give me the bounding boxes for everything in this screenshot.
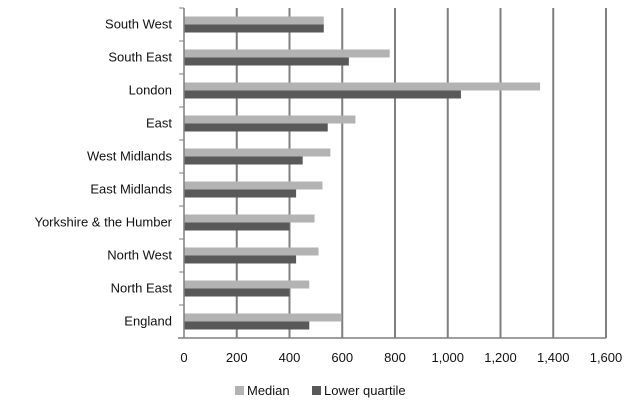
bar-lower-quartile — [184, 222, 290, 231]
category-label: South East — [108, 50, 172, 65]
bars — [184, 16, 541, 330]
category-label: North East — [111, 281, 173, 296]
category-label: South West — [105, 17, 172, 32]
bar-lower-quartile — [184, 189, 297, 198]
bar-median — [184, 49, 390, 58]
tick-labels: 0 200 400 600 800 1,000 1,200 1,400 1,600 — [180, 350, 622, 365]
legend: Median Lower quartile — [235, 383, 406, 398]
bar-lower-quartile — [184, 156, 303, 165]
bar-median — [184, 16, 324, 25]
legend-label: Lower quartile — [324, 383, 406, 398]
x-tick-label: 200 — [226, 350, 248, 365]
category-label: Yorkshire & the Humber — [34, 215, 172, 230]
bar-lower-quartile — [184, 24, 324, 33]
bar-median — [184, 82, 541, 91]
x-tick-label: 600 — [331, 350, 353, 365]
bar-median — [184, 313, 341, 322]
bar-median — [184, 148, 331, 157]
category-label: West Midlands — [87, 149, 173, 164]
legend-swatch — [312, 386, 321, 395]
bar-lower-quartile — [184, 288, 290, 297]
x-tick-label: 1,400 — [537, 350, 570, 365]
bar-median — [184, 247, 319, 256]
bar-lower-quartile — [184, 321, 310, 330]
category-label: East Midlands — [90, 182, 172, 197]
x-tick-label: 800 — [384, 350, 406, 365]
category-label: North West — [107, 248, 172, 263]
category-labels: South West South East London East West Midla… — [34, 17, 172, 329]
bar-lower-quartile — [184, 123, 328, 132]
bar-median — [184, 181, 323, 190]
bar-median — [184, 214, 315, 223]
x-tick-label: 400 — [279, 350, 301, 365]
legend-swatch — [235, 386, 244, 395]
x-tick-label: 1,200 — [484, 350, 517, 365]
bar-lower-quartile — [184, 255, 297, 264]
bar-lower-quartile — [184, 90, 461, 99]
x-tick-label: 0 — [180, 350, 187, 365]
category-label: London — [129, 83, 172, 98]
legend-label: Median — [247, 383, 290, 398]
category-label: England — [124, 314, 172, 329]
category-label: East — [146, 116, 172, 131]
x-tick-label: 1,000 — [431, 350, 464, 365]
bar-median — [184, 280, 310, 289]
x-tick-label: 1,600 — [590, 350, 623, 365]
bar-lower-quartile — [184, 57, 349, 66]
bar-median — [184, 115, 356, 124]
axes — [178, 7, 606, 339]
